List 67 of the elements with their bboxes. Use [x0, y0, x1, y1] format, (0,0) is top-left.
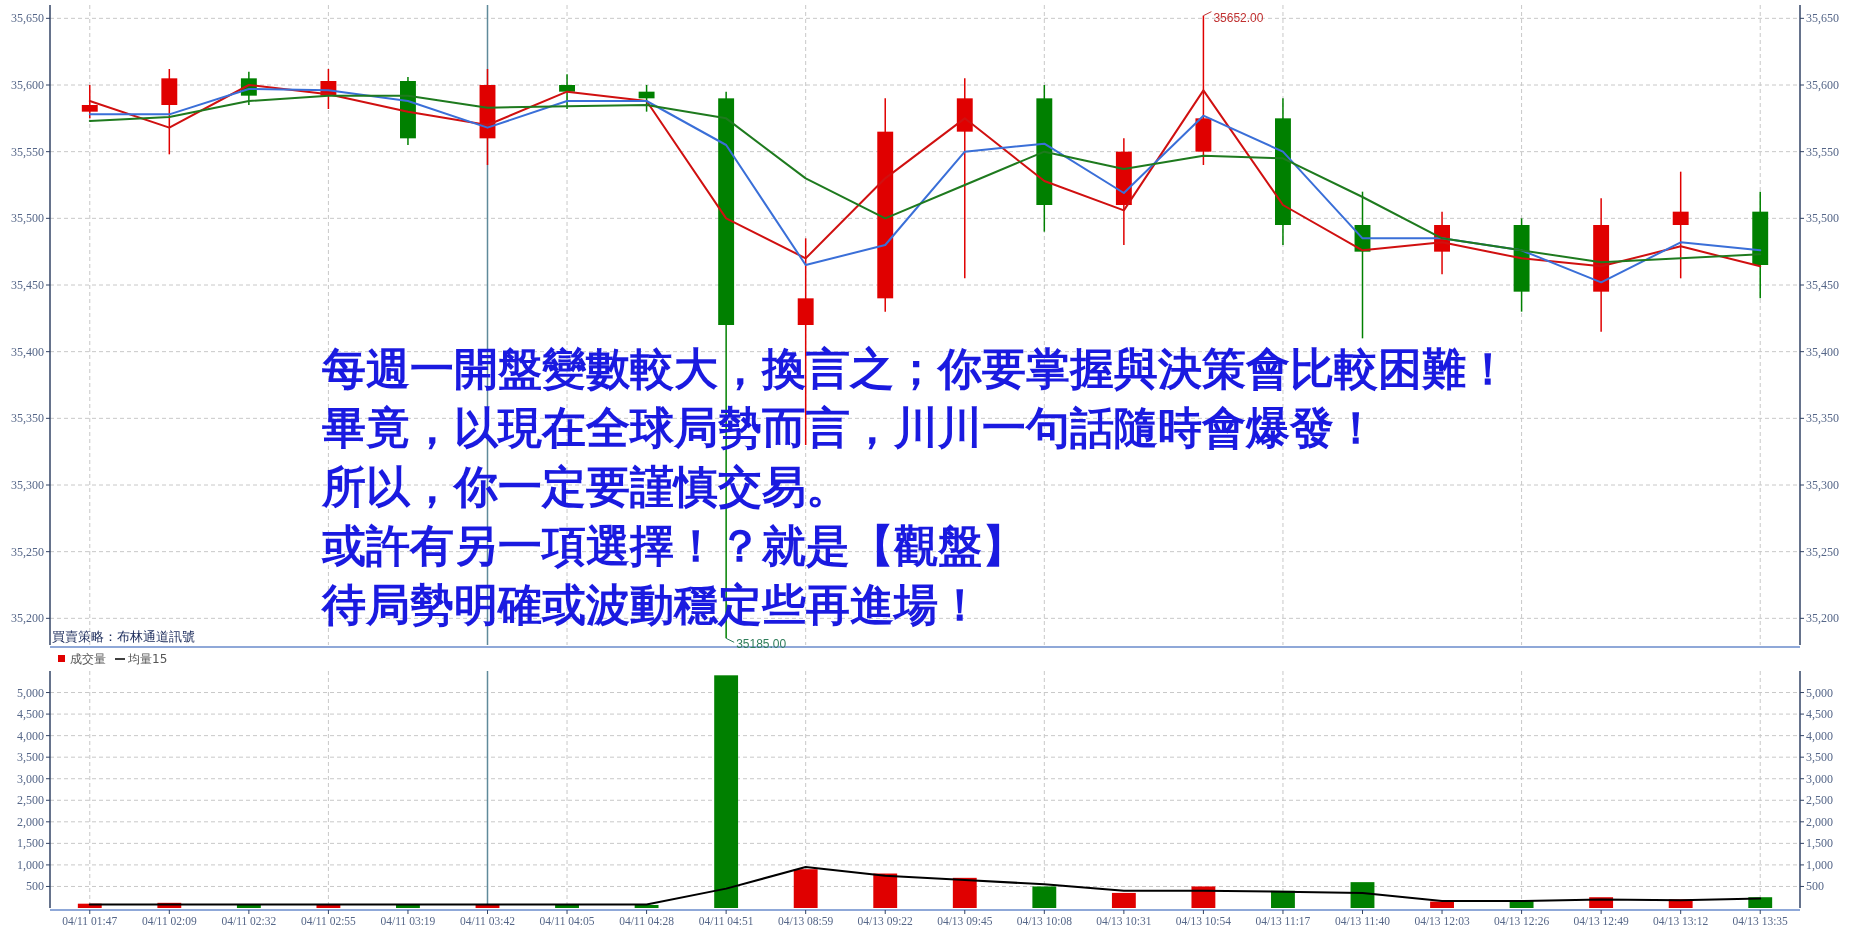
x-tick-label: 04/13 13:35	[1732, 915, 1789, 927]
y-tick-label: 5,000	[17, 685, 44, 700]
y-tick-label: 35,200	[11, 611, 44, 626]
y-tick-label: 3,500	[17, 750, 44, 765]
x-tick-label: 04/13 09:22	[857, 915, 914, 927]
y-tick-label: 35,600	[11, 78, 44, 92]
x-tick-label: 04/13 11:40	[1335, 915, 1391, 927]
x-tick-label: 04/11 03:19	[380, 915, 436, 927]
x-tick-label: 04/13 13:12	[1653, 915, 1709, 927]
y2-tick-label: 35,600	[1806, 78, 1839, 92]
y2-tick-label: 35,550	[1806, 144, 1839, 159]
x-tick-label: 04/13 10:08	[1016, 915, 1073, 927]
x-tick-label: 04/13 12:26	[1493, 915, 1550, 927]
y-tick-label: 35,450	[11, 278, 44, 292]
x-tick-label: 04/13 08:59	[778, 915, 834, 927]
x-tick-label: 04/13 12:03	[1414, 915, 1470, 927]
y2-tick-label: 1,000	[1806, 857, 1833, 872]
y-tick-label: 500	[26, 879, 44, 894]
y2-tick-label: 4,500	[1806, 707, 1833, 722]
y-tick-label: 2,000	[17, 814, 44, 829]
y2-tick-label: 4,000	[1806, 728, 1833, 743]
y-tick-label: 35,500	[11, 211, 44, 226]
x-tick-label: 04/13 10:31	[1096, 915, 1152, 927]
y-tick-label: 4,500	[17, 707, 44, 722]
y2-tick-label: 35,650	[1806, 11, 1839, 26]
y-tick-label: 1,500	[17, 836, 44, 851]
y2-tick-label: 500	[1806, 879, 1824, 894]
x-tick-label: 04/13 11:17	[1255, 915, 1311, 927]
y2-tick-label: 35,400	[1806, 344, 1839, 359]
y2-tick-label: 5,000	[1806, 685, 1833, 700]
y2-tick-label: 35,500	[1806, 211, 1839, 226]
y2-tick-label: 3,000	[1806, 771, 1833, 786]
x-tick-label: 04/11 04:05	[539, 915, 595, 927]
y-tick-label: 35,550	[11, 144, 44, 159]
legend-label: 成交量	[70, 652, 106, 666]
y2-tick-label: 35,250	[1806, 544, 1839, 559]
annotation: 35185.00	[736, 637, 787, 652]
y-tick-label: 35,300	[11, 478, 44, 492]
y-tick-label: 2,500	[17, 793, 44, 808]
x-tick-label: 04/11 02:32	[221, 915, 277, 927]
annotation: 買賣策略：布林通道訊號	[52, 629, 195, 644]
x-tick-label: 04/11 03:42	[460, 915, 516, 927]
y2-tick-label: 3,500	[1806, 750, 1833, 765]
x-tick-label: 04/11 04:28	[619, 915, 675, 927]
y2-tick-label: 1,500	[1806, 836, 1833, 851]
y2-tick-label: 2,500	[1806, 793, 1833, 808]
legend-label: 均量15	[127, 652, 168, 666]
x-tick-label: 04/11 01:47	[62, 915, 118, 927]
y-tick-label: 35,250	[11, 544, 44, 559]
y2-tick-label: 35,450	[1806, 278, 1839, 292]
x-tick-label: 04/13 10:54	[1175, 915, 1232, 927]
y2-tick-label: 35,200	[1806, 611, 1839, 626]
y2-tick-label: 35,350	[1806, 411, 1839, 426]
x-tick-label: 04/11 02:55	[300, 915, 357, 927]
x-tick-label: 04/13 12:49	[1573, 915, 1630, 927]
y-tick-label: 4,000	[17, 728, 44, 743]
annotation: 35652.00	[1213, 10, 1264, 25]
y-tick-label: 35,650	[11, 11, 44, 26]
y2-tick-label: 2,000	[1806, 814, 1833, 829]
y2-tick-label: 35,300	[1806, 478, 1839, 492]
y-tick-label: 35,400	[11, 344, 44, 359]
x-tick-label: 04/13 09:45	[937, 915, 993, 927]
y-tick-label: 3,000	[17, 771, 44, 786]
x-tick-label: 04/11 04:51	[698, 915, 754, 927]
x-tick-label: 04/11 02:09	[141, 915, 197, 927]
y-tick-label: 1,000	[17, 857, 44, 872]
y-tick-label: 35,350	[11, 411, 44, 426]
